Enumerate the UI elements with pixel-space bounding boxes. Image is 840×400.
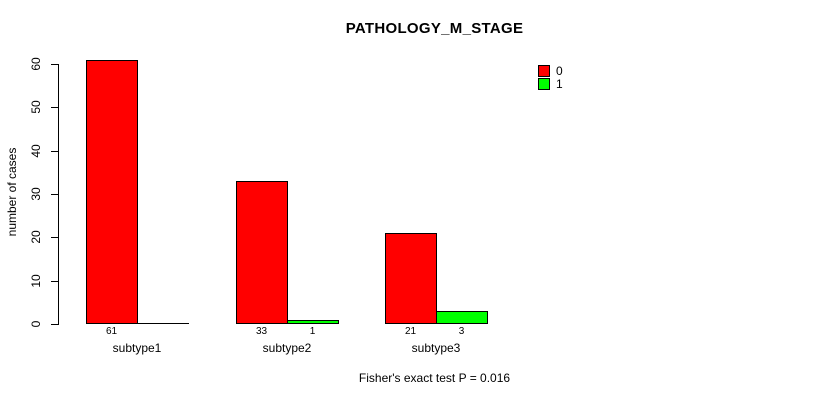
bar-subtype3-series-1	[436, 311, 488, 324]
y-axis-tick-label: 40	[29, 144, 43, 158]
bar-subtype2-series-0	[236, 181, 288, 324]
zero-bar-subtype1-series-1	[137, 323, 189, 324]
chart-title: PATHOLOGY_M_STAGE	[345, 20, 524, 37]
y-axis-tick-label: 20	[29, 230, 43, 244]
y-axis-tick-label: 50	[29, 100, 43, 114]
bar-count-label: 21	[404, 326, 417, 337]
y-axis-tick	[51, 151, 58, 152]
bar-subtype2-series-1	[287, 320, 339, 324]
legend-label-1: 1	[556, 77, 563, 91]
bar-count-label: 33	[255, 326, 268, 337]
fisher-test-annotation: Fisher's exact test P = 0.016	[358, 371, 511, 385]
y-axis-tick	[51, 194, 58, 195]
bar-subtype3-series-0	[385, 233, 437, 324]
y-axis-label: number of cases	[5, 147, 19, 237]
y-axis-tick	[51, 281, 58, 282]
y-axis-tick-label: 10	[29, 274, 43, 288]
bar-count-label: 61	[105, 326, 118, 337]
x-category-label-subtype2: subtype2	[262, 341, 312, 355]
y-axis-tick	[51, 324, 58, 325]
legend-swatch-0	[538, 65, 550, 77]
y-axis-tick-label: 30	[29, 187, 43, 201]
y-axis-tick	[51, 237, 58, 238]
y-axis-tick-label: 0	[29, 320, 43, 328]
legend-label-0: 0	[556, 64, 563, 78]
bar-subtype1-series-0	[86, 60, 138, 324]
bar-count-label: 1	[309, 326, 316, 337]
x-category-label-subtype3: subtype3	[411, 341, 461, 355]
x-category-label-subtype1: subtype1	[112, 341, 162, 355]
y-axis-line	[58, 64, 59, 325]
y-axis-tick	[51, 64, 58, 65]
y-axis-tick	[51, 107, 58, 108]
legend-swatch-1	[538, 78, 550, 90]
y-axis-tick-label: 60	[29, 57, 43, 71]
bar-count-label: 3	[458, 326, 465, 337]
